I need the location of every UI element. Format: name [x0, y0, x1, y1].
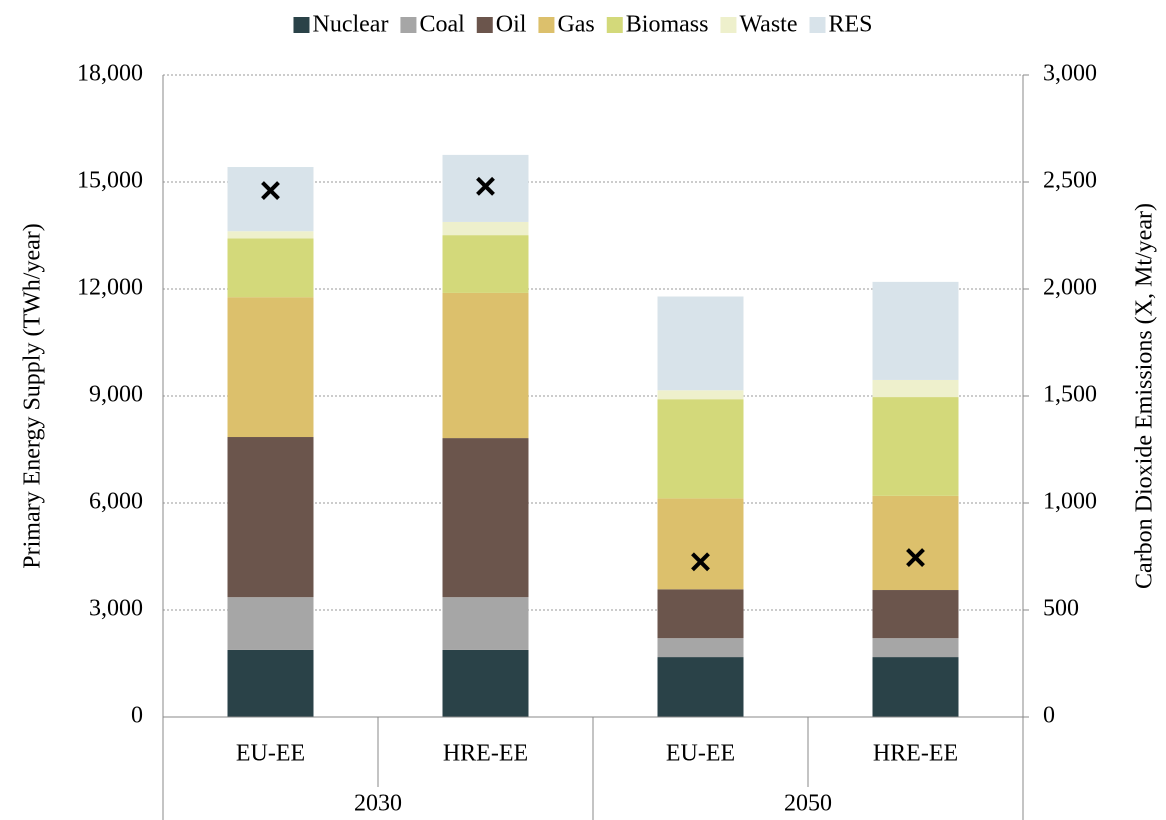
x-tick-label: EU-EE: [666, 741, 735, 767]
y2-tick-label: 1,000: [1043, 489, 1097, 515]
y-axis-title: Primary Energy Supply (TWh/year): [20, 223, 46, 568]
legend-swatch: [293, 17, 310, 33]
y-tick-label: 6,000: [89, 489, 143, 515]
bar-segment: [442, 597, 529, 650]
emission-marker: [691, 552, 710, 572]
bar-segment: [657, 296, 744, 391]
bar-segment: [227, 238, 314, 298]
y2-axis-title: Carbon Dioxide Emissions (X, Mt/year): [1132, 203, 1158, 589]
bar-segment: [227, 167, 314, 232]
y-tick-label: 15,000: [77, 168, 143, 194]
bar-segment: [872, 495, 959, 591]
y-tick-label: 0: [131, 703, 143, 729]
emission-marker: [476, 176, 495, 196]
x-tick-label: HRE-EE: [443, 741, 528, 767]
legend-swatch: [538, 17, 555, 33]
bar-segment: [442, 221, 529, 236]
bar-segment: [227, 231, 314, 239]
bar-segment: [872, 657, 959, 717]
y-tick-label: 18,000: [77, 61, 143, 87]
bar-segment: [872, 281, 959, 380]
legend-swatch: [606, 17, 623, 33]
legend-label: RES: [829, 12, 873, 38]
y-tick-label: 12,000: [77, 275, 143, 301]
y-tick-label: 3,000: [89, 596, 143, 622]
legend-swatch: [476, 17, 493, 33]
emission-marker: [261, 181, 280, 200]
group-label: 2050: [784, 791, 832, 817]
legend-swatch: [400, 17, 417, 33]
legend-label: Waste: [739, 12, 797, 38]
bar-segment: [657, 657, 744, 717]
x-tick-label: HRE-EE: [873, 741, 958, 767]
y2-tick-label: 2,500: [1043, 168, 1097, 194]
bar-segment: [657, 498, 744, 590]
legend-swatch: [720, 17, 737, 33]
group-label: 2030: [354, 791, 402, 817]
bar-segment: [657, 399, 744, 499]
y-tick-label: 9,000: [89, 382, 143, 408]
y2-tick-label: 1,500: [1043, 382, 1097, 408]
y2-tick-label: 2,000: [1043, 275, 1097, 301]
bar-segment: [442, 649, 529, 717]
bar-segment: [657, 638, 744, 658]
legend-label: Oil: [496, 12, 527, 38]
legend-label: Biomass: [626, 12, 709, 38]
bar-segment: [442, 438, 529, 598]
bar-segment: [872, 379, 959, 398]
legend-label: Gas: [557, 12, 594, 38]
bar-segment: [442, 235, 529, 293]
emission-marker: [906, 548, 925, 567]
bar-segment: [872, 590, 959, 639]
legend-label: Nuclear: [312, 12, 388, 38]
legend-label: Coal: [419, 12, 465, 38]
bar-segment: [227, 437, 314, 598]
y2-tick-label: 0: [1043, 703, 1055, 729]
bar-segment: [657, 390, 744, 400]
x-tick-label: EU-EE: [236, 741, 305, 767]
bar-segment: [227, 597, 314, 650]
bar-segment: [872, 638, 959, 658]
legend-swatch: [809, 17, 826, 33]
y2-tick-label: 3,000: [1043, 61, 1097, 87]
y2-tick-label: 500: [1043, 596, 1079, 622]
bar-segment: [227, 297, 314, 438]
bar-segment: [657, 589, 744, 639]
bar-segment: [872, 397, 959, 496]
bar-segment: [227, 649, 314, 717]
bar-segment: [442, 292, 529, 439]
